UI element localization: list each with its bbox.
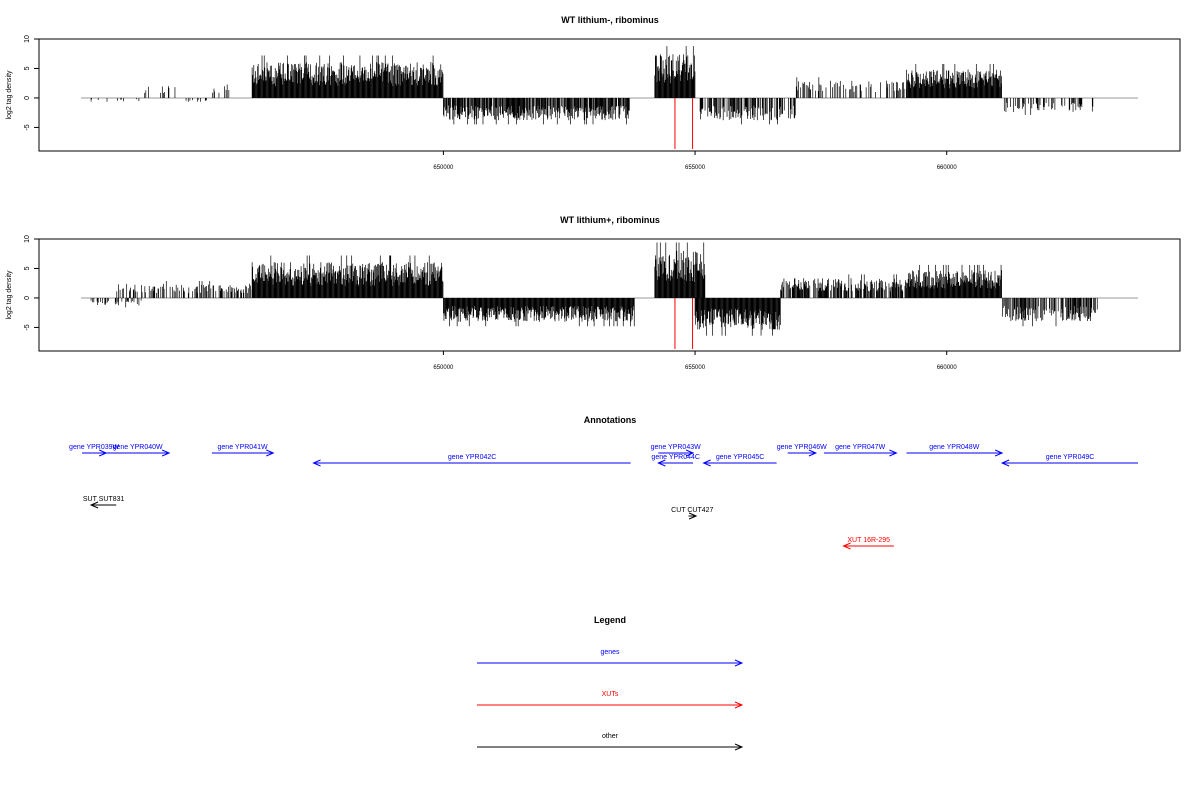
x-ticks: 650000 655000 660000 bbox=[433, 351, 957, 371]
legend-arrow-head bbox=[734, 743, 744, 751]
y-tick-label: 5 bbox=[24, 66, 31, 70]
feature-label: gene YPR043W bbox=[651, 444, 701, 451]
panel-title: WT lithium+, ribominus bbox=[560, 215, 660, 225]
y-tick-label: 10 bbox=[24, 35, 31, 43]
legend-arrow-head bbox=[734, 701, 744, 709]
arrow-head-left bbox=[1000, 459, 1010, 467]
feature-label: gene YPR047W bbox=[835, 444, 885, 451]
feature-label: CUT CUT427 bbox=[671, 507, 713, 514]
y-axis-label: log2 tag density bbox=[6, 270, 13, 320]
red-markers bbox=[674, 297, 694, 349]
legend-label: XUTs bbox=[602, 691, 619, 698]
plot-frame bbox=[38, 238, 1181, 352]
legend-title: Legend bbox=[594, 615, 626, 625]
y-tick-label: 5 bbox=[24, 266, 31, 270]
feature-label: gene YPR039W bbox=[69, 444, 119, 451]
feature-label: gene YPR041W bbox=[218, 444, 268, 451]
feature-label: SUT SUT831 bbox=[83, 496, 125, 503]
density-bars bbox=[81, 46, 1138, 125]
feature-label: gene YPR046W bbox=[777, 444, 827, 451]
arrow-head-right bbox=[685, 449, 695, 457]
legend-panel: Legend genes XUTs other bbox=[477, 615, 744, 751]
y-ticks: 10 5 0 -5 bbox=[24, 35, 39, 131]
annotations-title: Annotations bbox=[584, 415, 637, 425]
arrow-head-left bbox=[89, 501, 99, 509]
feature-label: gene YPR045C bbox=[716, 454, 765, 461]
x-tick-label: 650000 bbox=[433, 365, 454, 371]
legend-label: genes bbox=[600, 649, 620, 656]
panel-title: WT lithium-, ribominus bbox=[561, 15, 659, 25]
arrow-head-left bbox=[312, 459, 321, 467]
arrow-head-right bbox=[808, 449, 818, 457]
y-tick-label: 0 bbox=[24, 96, 31, 100]
y-tick-label: 10 bbox=[24, 235, 31, 243]
red-markers bbox=[674, 97, 694, 149]
panel-lithium-minus: WT lithium-, ribominus log2 tag density … bbox=[6, 15, 1181, 171]
arrow-head-right bbox=[161, 449, 171, 457]
legend-arrow-head bbox=[734, 659, 744, 667]
feature-label: gene YPR049C bbox=[1046, 454, 1095, 461]
feature-label: gene YPR042C bbox=[448, 454, 497, 461]
arrow-head-right bbox=[266, 449, 275, 457]
feature-label: gene YPR048W bbox=[929, 444, 979, 451]
y-tick-label: -5 bbox=[24, 324, 31, 330]
arrow-head-right bbox=[889, 449, 898, 457]
x-tick-label: 660000 bbox=[937, 165, 958, 171]
arrow-head-right bbox=[688, 512, 698, 520]
x-tick-label: 650000 bbox=[433, 165, 454, 171]
density-bars bbox=[81, 242, 1138, 336]
x-tick-label: 660000 bbox=[937, 365, 958, 371]
y-tick-label: 0 bbox=[24, 296, 31, 300]
y-ticks: 10 5 0 -5 bbox=[24, 235, 39, 331]
legend-items: genes XUTs other bbox=[477, 649, 744, 751]
x-tick-label: 655000 bbox=[685, 165, 706, 171]
feature-label: gene YPR040W bbox=[113, 444, 163, 451]
arrow-head-left bbox=[842, 542, 851, 550]
plot-frame bbox=[38, 38, 1181, 152]
legend-label: other bbox=[602, 733, 619, 740]
y-axis-label: log2 tag density bbox=[6, 70, 13, 120]
y-tick-label: -5 bbox=[24, 124, 31, 130]
x-tick-label: 655000 bbox=[685, 365, 706, 371]
panel-lithium-plus: WT lithium+, ribominus log2 tag density … bbox=[6, 215, 1181, 371]
arrow-head-left bbox=[702, 459, 711, 467]
arrow-head-left bbox=[657, 459, 666, 467]
feature-label: XUT 16R-295 bbox=[847, 537, 890, 544]
feature-label: gene YPR044C bbox=[651, 454, 700, 461]
x-ticks: 650000 655000 660000 bbox=[433, 151, 957, 171]
arrow-head-right bbox=[994, 449, 1004, 457]
